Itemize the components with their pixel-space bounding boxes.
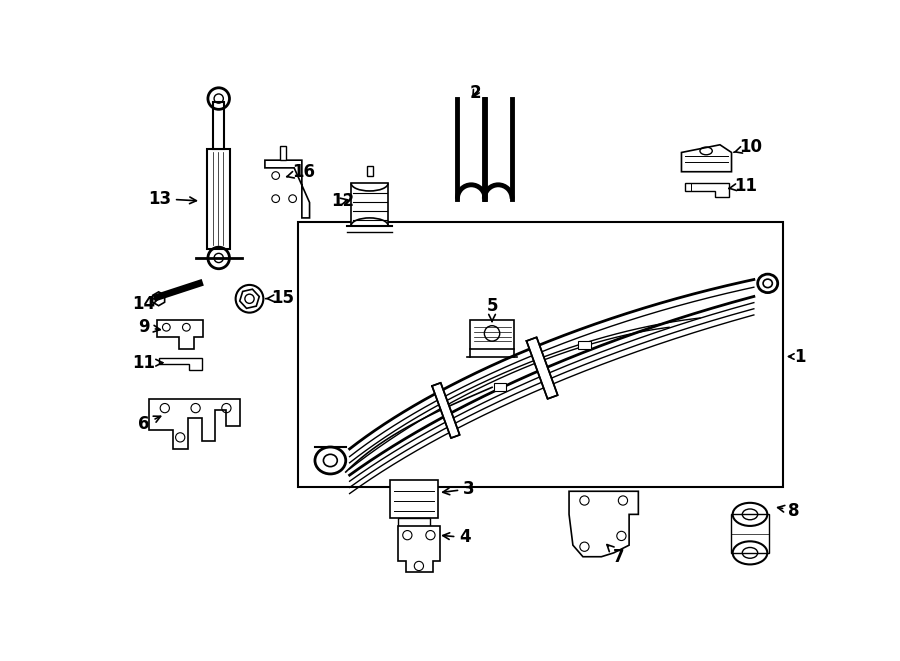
Polygon shape (149, 399, 240, 449)
Polygon shape (398, 526, 440, 572)
Bar (351, 183, 388, 225)
Bar (391, 480, 438, 518)
Text: 10: 10 (734, 138, 762, 156)
Bar (280, 146, 286, 160)
Text: 6: 6 (139, 415, 160, 433)
Bar (207, 149, 230, 249)
Text: 1: 1 (795, 348, 806, 366)
Polygon shape (158, 319, 203, 349)
Polygon shape (265, 160, 310, 218)
Text: 9: 9 (139, 318, 160, 336)
Bar (213, 102, 224, 149)
Polygon shape (569, 491, 638, 557)
Text: 11: 11 (729, 176, 758, 194)
Text: 14: 14 (132, 295, 158, 313)
Polygon shape (432, 383, 460, 438)
Text: 7: 7 (607, 545, 625, 566)
Text: 8: 8 (778, 502, 799, 520)
Text: 3: 3 (443, 480, 475, 498)
Bar (731, 514, 770, 553)
Bar (298, 222, 783, 487)
Bar (579, 341, 590, 349)
Text: 12: 12 (331, 192, 355, 210)
Polygon shape (681, 145, 732, 172)
Text: 2: 2 (469, 84, 481, 102)
Bar (471, 319, 514, 349)
Bar (493, 383, 506, 391)
Polygon shape (685, 183, 729, 197)
Text: 11: 11 (132, 354, 163, 371)
Polygon shape (159, 358, 202, 370)
Bar (398, 518, 430, 529)
Text: 13: 13 (148, 190, 196, 208)
Polygon shape (526, 337, 558, 399)
Text: 4: 4 (443, 529, 471, 547)
Text: 15: 15 (266, 289, 294, 307)
Text: 16: 16 (287, 163, 316, 180)
Bar (366, 167, 373, 176)
Text: 5: 5 (486, 297, 498, 321)
